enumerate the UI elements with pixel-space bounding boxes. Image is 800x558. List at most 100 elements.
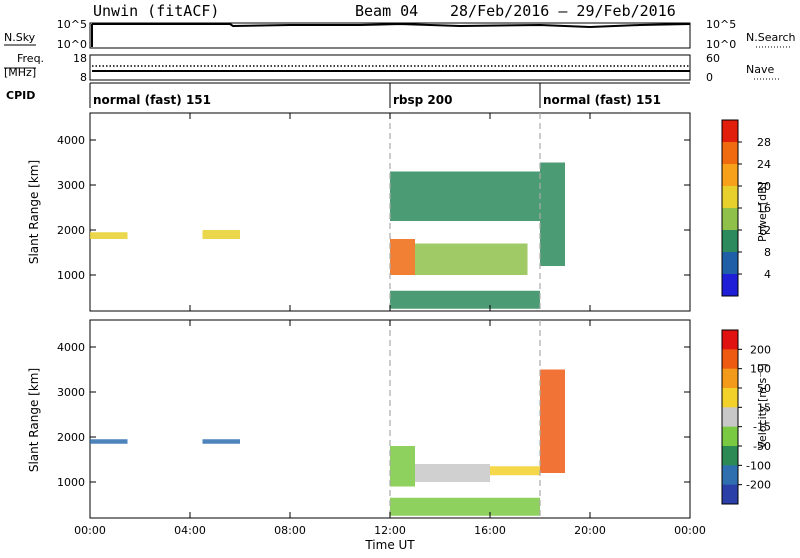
power-panel: 1000 2000 3000 4000 [57, 112, 691, 312]
data-region [390, 171, 540, 221]
colorbar-tick-label: 100 [750, 363, 771, 376]
colorbar-tick-label: -200 [746, 479, 771, 492]
power-ylabel: Slant Range [km] [27, 160, 41, 264]
x-tick-label: 16:00 [474, 524, 506, 537]
date-range-title: 28/Feb/2016 – 29/Feb/2016 [450, 2, 676, 20]
x-tick-label: 20:00 [574, 524, 606, 537]
colorbar-tick-label: -50 [753, 440, 771, 453]
data-region [202, 439, 240, 444]
nsky-tick-bottom: 10^0 [57, 38, 87, 51]
y-tick-label: 2000 [57, 224, 85, 237]
colorbar-segment [722, 426, 738, 447]
x-tick-label: 08:00 [274, 524, 306, 537]
nave-tick-bottom: 0 [706, 71, 713, 84]
colorbar-tick-label: 28 [757, 136, 771, 149]
freq-label: Freq. [17, 52, 44, 65]
xaxis-label: Time UT [364, 538, 415, 552]
colorbar-tick-label: 16 [757, 202, 771, 215]
nsearch-tick-top: 10^5 [706, 18, 736, 31]
data-region [540, 162, 565, 266]
colorbar-tick-label: 4 [764, 268, 771, 281]
colorbar-segment [722, 388, 738, 408]
colorbar-segment [722, 164, 738, 187]
velocity-ylabel: Slant Range [km] [27, 368, 41, 472]
y-tick-label: 3000 [57, 386, 85, 399]
data-region [390, 239, 415, 275]
velocity-colorbar-label: Velocity [m s⁻¹] [756, 363, 769, 448]
colorbar-tick-label: 15 [757, 401, 771, 414]
velocity-colorbar: 200 100 50 15 -15 -50 -100 -200 [721, 329, 771, 505]
colorbar-tick-label: 12 [757, 224, 771, 237]
colorbar-segment [722, 465, 738, 486]
data-region [490, 466, 540, 476]
cpid-strip: CPID normal (fast) 151 rbsp 200 normal (fa… [6, 82, 690, 108]
nsky-strip: N.Sky 10^5 10^0 10^5 10^0 N.Search [4, 18, 796, 51]
colorbar-segment [722, 446, 738, 466]
nsearch-tick-bottom: 10^0 [706, 38, 736, 51]
y-tick-label: 2000 [57, 431, 85, 444]
colorbar-segment [722, 208, 738, 231]
colorbar-segment [722, 368, 738, 389]
data-region [415, 243, 528, 275]
colorbar-segment [722, 484, 738, 505]
colorbar-frame [721, 329, 739, 505]
panel-frame [89, 319, 691, 519]
colorbar-tick-label: 20 [757, 180, 771, 193]
velocity-panel: 1000 2000 3000 4000 00:00 04:00 08:00 12:00 16:0… [57, 319, 706, 537]
x-tick-label: 00:00 [74, 524, 106, 537]
nsky-label: N.Sky [4, 31, 36, 44]
nsky-frame [89, 22, 691, 49]
freq-unit-label: [MHz] [4, 66, 36, 79]
colorbar-tick-label: -15 [753, 421, 771, 434]
colorbar-segment [722, 407, 738, 428]
colorbar-tick-label: 50 [757, 382, 771, 395]
colorbar-segment [722, 120, 738, 143]
x-tick-label: 00:00 [674, 524, 706, 537]
beam-title: Beam 04 [355, 2, 418, 20]
cpid-label: CPID [6, 89, 35, 102]
colorbar-segment [722, 349, 738, 370]
nave-label: Nave [746, 63, 774, 76]
data-region [202, 230, 240, 239]
freq-tick-top: 18 [73, 52, 87, 65]
colorbar-segment [722, 252, 738, 275]
y-tick-label: 1000 [57, 476, 85, 489]
colorbar-segment [722, 330, 738, 350]
freq-tick-bottom: 8 [80, 71, 87, 84]
data-region [390, 290, 540, 309]
colorbar-tick-label: -100 [746, 459, 771, 472]
colorbar-segment [722, 274, 738, 297]
freq-strip: Freq. [MHz] 18 8 60 0 Nave [4, 52, 780, 84]
freq-frame [89, 54, 691, 81]
x-tick-label: 12:00 [374, 524, 406, 537]
station-title: Unwin (fitACF) [93, 2, 219, 20]
colorbar-segment [722, 230, 738, 253]
colorbar-tick-label: 200 [750, 343, 771, 356]
data-region [90, 232, 128, 239]
nsky-tick-top: 10^5 [57, 18, 87, 31]
nsky-trace [92, 22, 691, 29]
y-tick-label: 1000 [57, 269, 85, 282]
y-tick-label: 4000 [57, 341, 85, 354]
cpid-segment-label: normal (fast) 151 [93, 93, 211, 107]
colorbar-tick-label: 8 [764, 246, 771, 259]
cpid-segment-label: normal (fast) 151 [543, 93, 661, 107]
colorbar-segment [722, 142, 738, 165]
colorbar-tick-label: 24 [757, 158, 771, 171]
data-region [390, 446, 415, 487]
data-region [90, 439, 128, 444]
x-tick-label: 04:00 [174, 524, 206, 537]
data-region [415, 464, 490, 482]
power-colorbar-label: Power [dB] [756, 182, 769, 242]
power-colorbar: 4 8 12 16 20 24 28 [721, 119, 771, 297]
data-region [540, 369, 565, 473]
y-tick-label: 4000 [57, 134, 85, 147]
y-tick-label: 3000 [57, 179, 85, 192]
data-region [390, 497, 540, 516]
nsearch-label: N.Search [746, 31, 796, 44]
cpid-segment-label: rbsp 200 [393, 93, 452, 107]
colorbar-segment [722, 186, 738, 209]
nave-tick-top: 60 [706, 52, 720, 65]
